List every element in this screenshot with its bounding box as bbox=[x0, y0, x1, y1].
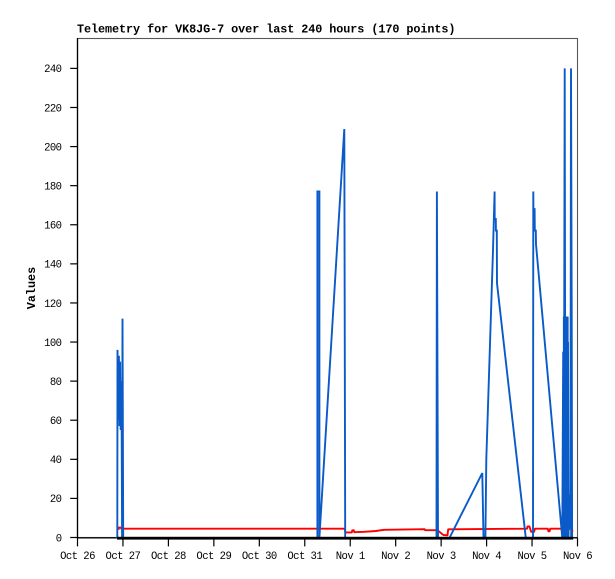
svg-text:Values: Values bbox=[25, 267, 39, 310]
svg-text:240: 240 bbox=[44, 64, 62, 76]
svg-text:200: 200 bbox=[44, 142, 62, 154]
svg-text:Oct 31: Oct 31 bbox=[287, 551, 322, 563]
svg-text:Oct 30: Oct 30 bbox=[242, 551, 277, 563]
svg-text:80: 80 bbox=[50, 377, 62, 389]
svg-text:Nov 1: Nov 1 bbox=[336, 551, 365, 563]
svg-text:Nov 2: Nov 2 bbox=[381, 551, 410, 563]
svg-text:Nov 4: Nov 4 bbox=[472, 551, 501, 563]
svg-text:Oct 27: Oct 27 bbox=[106, 551, 141, 563]
svg-text:Oct 28: Oct 28 bbox=[151, 551, 186, 563]
svg-text:100: 100 bbox=[44, 338, 62, 350]
svg-text:120: 120 bbox=[44, 299, 62, 311]
svg-text:Oct 29: Oct 29 bbox=[196, 551, 231, 563]
svg-text:Telemetry for VK8JG-7 over las: Telemetry for VK8JG-7 over last 240 hour… bbox=[77, 22, 456, 36]
svg-text:140: 140 bbox=[44, 260, 62, 272]
svg-text:40: 40 bbox=[50, 455, 62, 467]
svg-text:0: 0 bbox=[56, 533, 62, 545]
svg-text:180: 180 bbox=[44, 181, 62, 193]
svg-text:220: 220 bbox=[44, 103, 62, 115]
svg-text:Oct 26: Oct 26 bbox=[60, 551, 95, 563]
svg-text:Nov 6: Nov 6 bbox=[563, 551, 592, 563]
svg-text:160: 160 bbox=[44, 221, 62, 233]
svg-text:60: 60 bbox=[50, 416, 62, 428]
svg-text:Nov 5: Nov 5 bbox=[518, 551, 547, 563]
svg-text:Nov 3: Nov 3 bbox=[427, 551, 456, 563]
svg-text:20: 20 bbox=[50, 494, 62, 506]
